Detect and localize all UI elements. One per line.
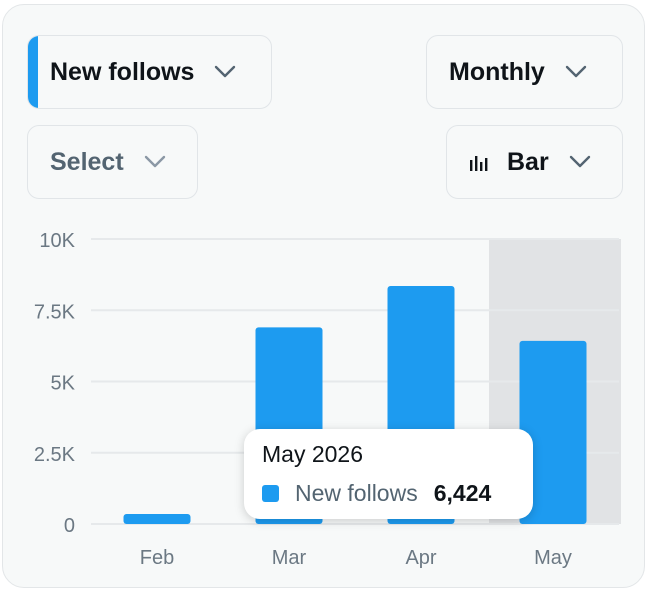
tooltip-row: New follows 6,424 [262,480,515,507]
tooltip-value: 6,424 [433,480,492,506]
chevron-down-icon [214,65,236,79]
metric-dropdown-label: New follows [50,57,195,86]
x-tick-label: Feb [140,547,174,569]
y-tick-label: 7.5K [34,301,76,323]
chart-tooltip: May 2026 New follows 6,424 [244,429,533,519]
compare-dropdown[interactable]: Select [27,125,198,199]
tooltip-series-name: New follows [295,480,418,506]
chevron-down-icon [144,155,166,169]
y-tick-label: 0 [64,515,75,537]
bar-chart-icon [469,152,489,172]
tooltip-series-swatch [262,485,279,502]
period-dropdown-label: Monthly [449,57,545,86]
x-tick-label: May [534,547,572,569]
bar-may[interactable] [519,340,587,524]
y-tick-label: 10K [39,230,75,252]
bar-feb[interactable] [123,514,191,524]
metric-dropdown[interactable]: New follows [27,35,272,109]
y-tick-label: 5K [51,373,76,395]
chart-type-dropdown[interactable]: Bar [446,125,623,199]
chevron-down-icon [569,155,591,169]
period-dropdown[interactable]: Monthly [426,35,623,109]
chevron-down-icon [565,65,587,79]
y-tick-label: 2.5K [34,444,76,466]
x-tick-label: Mar [272,547,307,569]
chart-type-dropdown-label: Bar [507,147,549,176]
x-tick-label: Apr [405,547,436,569]
analytics-card: New follows Monthly Select Bar [2,4,645,588]
tooltip-title: May 2026 [262,441,364,467]
compare-dropdown-label: Select [50,147,124,176]
